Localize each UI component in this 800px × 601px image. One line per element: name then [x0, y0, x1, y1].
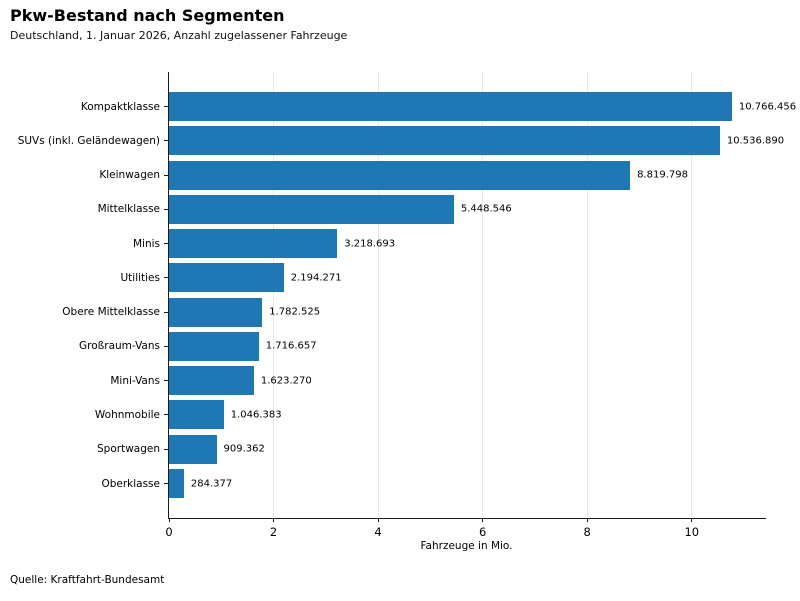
x-tick	[273, 518, 275, 522]
x-tick-label: 0	[165, 525, 173, 539]
value-label: 3.218.693	[344, 238, 396, 250]
category-label: Sportwagen	[97, 443, 160, 456]
y-tick	[164, 345, 168, 347]
y-tick	[164, 483, 168, 484]
y-tick	[164, 106, 168, 107]
y-tick	[164, 448, 168, 450]
value-label: 1.046.383	[230, 409, 282, 421]
gridline	[586, 72, 588, 518]
source-note: Quelle: Kraftfahrt-Bundesamt	[10, 574, 165, 586]
bar	[169, 229, 338, 259]
value-label: 284.377	[190, 478, 233, 489]
y-tick	[164, 380, 168, 382]
chart-subtitle: Deutschland, 1. Januar 2026, Anzahl zuge…	[10, 29, 348, 42]
category-label: Obere Mittelklasse	[62, 306, 160, 319]
bar	[169, 194, 454, 224]
value-label: 2.194.271	[290, 272, 342, 284]
category-label: Wohnmobile	[94, 408, 160, 421]
category-label: Utilities	[120, 271, 160, 284]
y-tick	[164, 174, 168, 176]
category-label: SUVs (inkl. Geländewagen)	[17, 134, 160, 147]
x-tick	[586, 518, 588, 522]
category-label: Großraum-Vans	[79, 340, 160, 353]
x-tick	[168, 518, 170, 522]
category-label: Oberklasse	[101, 477, 160, 490]
gridline	[691, 72, 693, 518]
y-tick	[164, 311, 168, 313]
value-label: 10.766.456	[738, 101, 797, 112]
y-tick	[164, 208, 168, 210]
gridline	[273, 72, 275, 518]
value-label: 1.623.270	[260, 375, 312, 387]
value-label: 1.782.525	[269, 306, 321, 318]
x-axis-label: Fahrzeuge in Mio.	[420, 540, 513, 552]
bar	[169, 469, 184, 498]
x-tick-label: 10	[684, 525, 700, 539]
x-tick	[691, 518, 693, 522]
category-label: Mini-Vans	[110, 374, 160, 387]
x-tick	[482, 518, 484, 522]
value-label: 8.819.798	[637, 169, 688, 181]
value-label: 1.716.657	[265, 340, 317, 352]
chart-title: Pkw-Bestand nach Segmenten	[10, 6, 285, 25]
bar	[169, 366, 254, 396]
x-tick-label: 6	[478, 525, 487, 539]
plot-area: 10.766.456 Kompaktklasse 10.536.890 SUVs (i…	[18, 72, 796, 539]
category-label: Kompaktklasse	[80, 100, 160, 113]
category-label: Minis	[132, 237, 160, 250]
bar	[169, 92, 732, 121]
value-label: 5.448.546	[460, 203, 512, 215]
bar	[169, 160, 631, 190]
gridline	[482, 72, 484, 518]
bar	[169, 400, 224, 430]
bar	[169, 434, 217, 464]
x-tick-label: 2	[269, 525, 278, 539]
bar	[169, 263, 284, 293]
bar	[169, 126, 720, 156]
category-label: Mittelklasse	[97, 203, 160, 216]
value-label: 10.536.890	[726, 135, 785, 147]
y-tick	[164, 277, 168, 279]
y-tick	[164, 414, 168, 416]
y-tick	[164, 140, 168, 142]
value-label: 909.362	[223, 443, 265, 455]
category-label: Kleinwagen	[99, 169, 160, 182]
x-tick-label: 8	[583, 525, 591, 539]
bar	[169, 297, 263, 327]
x-tick	[377, 518, 379, 522]
gridline	[377, 72, 379, 518]
y-tick	[164, 243, 168, 245]
bar	[169, 331, 259, 361]
x-tick-label: 4	[374, 525, 382, 539]
